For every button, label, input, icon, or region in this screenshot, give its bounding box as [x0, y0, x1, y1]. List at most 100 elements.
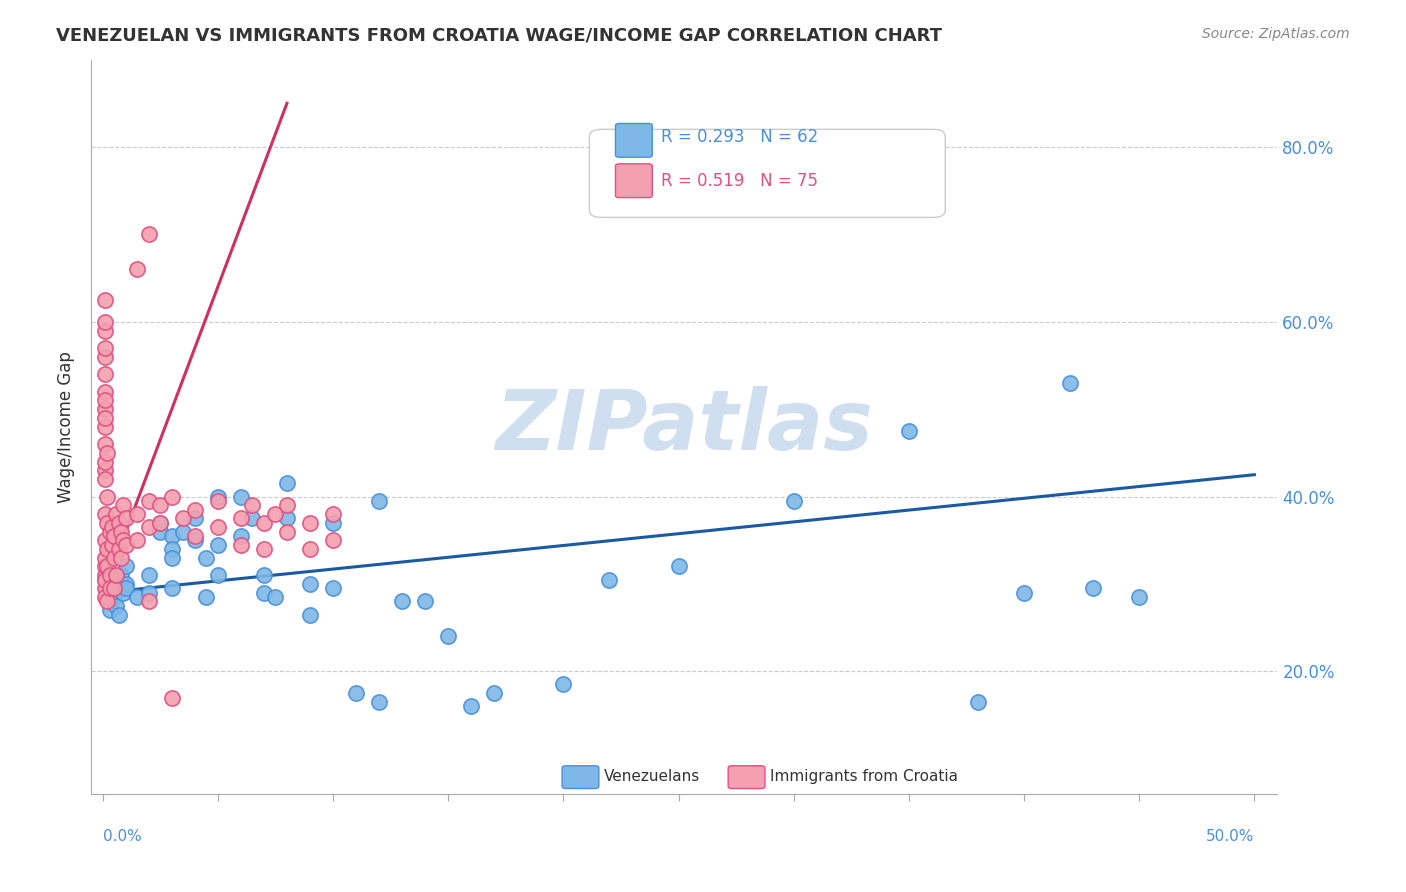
- Text: Venezuelans: Venezuelans: [603, 769, 700, 784]
- Point: [96, 559, 118, 574]
- Point: [322, 582, 344, 596]
- Point: [264, 590, 287, 604]
- Point: [668, 559, 690, 574]
- Point: [96, 490, 118, 504]
- Point: [114, 582, 136, 596]
- Point: [103, 550, 125, 565]
- Point: [229, 529, 252, 543]
- Point: [105, 568, 128, 582]
- Point: [160, 550, 183, 565]
- Point: [1012, 585, 1035, 599]
- Point: [322, 516, 344, 530]
- Point: [229, 511, 252, 525]
- Point: [114, 559, 136, 574]
- Text: Immigrants from Croatia: Immigrants from Croatia: [769, 769, 957, 784]
- Point: [127, 590, 149, 604]
- Point: [264, 507, 287, 521]
- Point: [103, 582, 125, 596]
- Point: [94, 463, 117, 477]
- Point: [195, 590, 218, 604]
- Point: [322, 507, 344, 521]
- Point: [207, 520, 229, 534]
- Point: [127, 262, 149, 277]
- Point: [94, 393, 117, 408]
- Point: [114, 538, 136, 552]
- Point: [101, 568, 124, 582]
- Point: [94, 341, 117, 355]
- Point: [94, 315, 117, 329]
- Point: [598, 573, 620, 587]
- Point: [107, 516, 129, 530]
- Point: [110, 568, 132, 582]
- Point: [96, 516, 118, 530]
- Point: [94, 410, 117, 425]
- Point: [110, 524, 132, 539]
- Point: [94, 582, 117, 596]
- Point: [184, 511, 207, 525]
- Text: 0.0%: 0.0%: [103, 830, 142, 845]
- Point: [138, 585, 160, 599]
- Point: [391, 594, 413, 608]
- Point: [344, 686, 367, 700]
- Point: [114, 511, 136, 525]
- Text: VENEZUELAN VS IMMIGRANTS FROM CROATIA WAGE/INCOME GAP CORRELATION CHART: VENEZUELAN VS IMMIGRANTS FROM CROATIA WA…: [56, 27, 942, 45]
- Point: [98, 603, 121, 617]
- Point: [94, 590, 117, 604]
- Point: [1059, 376, 1081, 390]
- FancyBboxPatch shape: [616, 123, 652, 157]
- Point: [94, 559, 117, 574]
- Point: [368, 695, 391, 709]
- Point: [94, 550, 117, 565]
- Point: [782, 494, 804, 508]
- Point: [195, 550, 218, 565]
- Text: ZIPatlas: ZIPatlas: [495, 386, 873, 467]
- Point: [298, 541, 321, 556]
- Point: [298, 607, 321, 622]
- Point: [105, 599, 128, 613]
- Point: [897, 424, 920, 438]
- Point: [94, 573, 117, 587]
- Point: [484, 686, 506, 700]
- Point: [94, 533, 117, 548]
- Point: [107, 541, 129, 556]
- Point: [96, 594, 118, 608]
- Point: [172, 524, 194, 539]
- Point: [94, 324, 117, 338]
- Point: [242, 511, 264, 525]
- Point: [149, 516, 172, 530]
- Text: R = 0.519   N = 75: R = 0.519 N = 75: [661, 172, 817, 190]
- Point: [94, 568, 117, 582]
- Point: [368, 494, 391, 508]
- Point: [103, 529, 125, 543]
- Point: [298, 577, 321, 591]
- Text: R = 0.293   N = 62: R = 0.293 N = 62: [661, 128, 818, 145]
- Point: [229, 490, 252, 504]
- Point: [103, 590, 125, 604]
- Point: [138, 227, 160, 242]
- Point: [229, 538, 252, 552]
- Point: [94, 350, 117, 364]
- Point: [276, 476, 298, 491]
- Point: [138, 594, 160, 608]
- Point: [94, 368, 117, 382]
- Point: [276, 511, 298, 525]
- Point: [94, 472, 117, 486]
- Point: [112, 533, 135, 548]
- Point: [967, 695, 990, 709]
- Text: Source: ZipAtlas.com: Source: ZipAtlas.com: [1202, 27, 1350, 41]
- Point: [253, 585, 276, 599]
- Point: [553, 677, 575, 691]
- Point: [242, 498, 264, 512]
- Point: [101, 538, 124, 552]
- Point: [105, 507, 128, 521]
- Point: [98, 582, 121, 596]
- Point: [207, 538, 229, 552]
- Point: [253, 516, 276, 530]
- Y-axis label: Wage/Income Gap: Wage/Income Gap: [58, 351, 75, 502]
- Point: [114, 577, 136, 591]
- Point: [138, 494, 160, 508]
- Point: [276, 498, 298, 512]
- Point: [160, 690, 183, 705]
- Point: [94, 384, 117, 399]
- Point: [298, 516, 321, 530]
